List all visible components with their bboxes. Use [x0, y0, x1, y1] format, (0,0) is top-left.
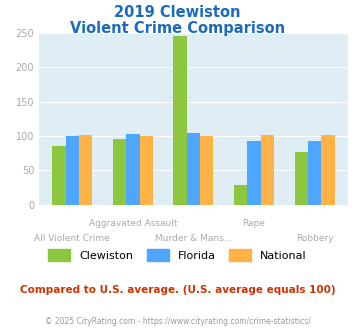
Text: Rape: Rape	[242, 219, 266, 228]
Bar	[113, 139, 126, 205]
Text: Murder & Mans...: Murder & Mans...	[155, 234, 232, 243]
Bar	[321, 135, 334, 205]
Bar	[308, 142, 321, 205]
Bar	[174, 36, 187, 205]
Text: Violent Crime Comparison: Violent Crime Comparison	[70, 21, 285, 36]
Bar	[187, 133, 200, 205]
Bar	[200, 136, 213, 205]
Text: Aggravated Assault: Aggravated Assault	[89, 219, 177, 228]
Bar	[261, 135, 274, 205]
Bar	[66, 136, 79, 205]
Text: All Violent Crime: All Violent Crime	[34, 234, 110, 243]
Bar	[234, 185, 247, 205]
Legend: Clewiston, Florida, National: Clewiston, Florida, National	[44, 245, 311, 265]
Bar	[295, 152, 308, 205]
Text: 2019 Clewiston: 2019 Clewiston	[114, 5, 241, 20]
Bar	[126, 134, 140, 205]
Text: Compared to U.S. average. (U.S. average equals 100): Compared to U.S. average. (U.S. average …	[20, 285, 335, 295]
Bar	[247, 142, 261, 205]
Bar	[140, 136, 153, 205]
Text: © 2025 CityRating.com - https://www.cityrating.com/crime-statistics/: © 2025 CityRating.com - https://www.city…	[45, 317, 310, 326]
Bar	[79, 135, 92, 205]
Bar	[53, 146, 66, 205]
Text: Robbery: Robbery	[296, 234, 333, 243]
